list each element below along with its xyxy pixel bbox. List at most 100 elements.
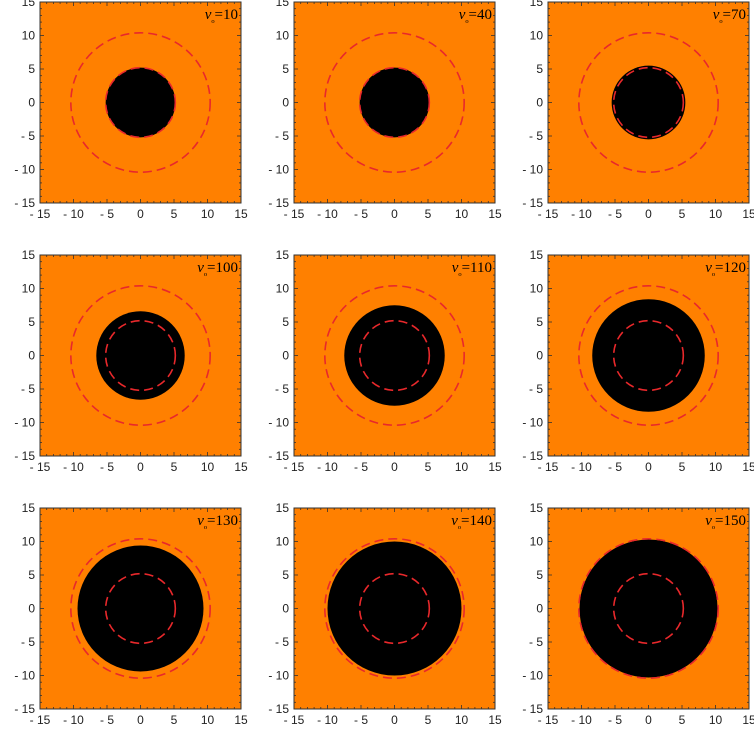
velocity-label: vₒ=150 (705, 513, 746, 531)
x-tick-label: 5 (171, 713, 178, 727)
reference-circle (324, 285, 465, 426)
reference-circle (612, 572, 685, 645)
x-tick-label: 10 (455, 460, 469, 474)
shadow-disk (359, 67, 430, 138)
x-tick-label: - 5 (354, 713, 368, 727)
plot-area (324, 285, 465, 426)
y-tick-label: 0 (282, 96, 289, 110)
y-tick-label: - 15 (14, 196, 35, 210)
x-tick-label: 5 (171, 207, 178, 221)
x-tick-label: 15 (488, 460, 502, 474)
y-tick-label: - 10 (14, 416, 35, 430)
plot-area (578, 538, 719, 679)
x-tick-label: 10 (709, 460, 723, 474)
y-tick-label: 15 (22, 0, 36, 9)
y-tick-label: - 5 (529, 382, 543, 396)
y-tick-label: - 10 (268, 669, 289, 683)
reference-circle (612, 319, 685, 392)
x-tick-label: 0 (391, 207, 398, 221)
y-tick-label: - 15 (268, 449, 289, 463)
shadow-panel: - 15 - 10 - 5 0 5 10 15 15 10 5 0 - 5 - 10 - 15 vₒ=120 (508, 248, 754, 499)
x-tick-label: - 15 (284, 207, 305, 221)
x-tick-label: - 15 (30, 460, 51, 474)
panel-plot: - 15 - 10 - 5 0 5 10 15 15 10 5 0 - 5 - 10 - 15 vₒ=100 (14, 248, 248, 474)
y-tick-label: - 15 (268, 196, 289, 210)
x-tick-label: 15 (742, 460, 754, 474)
x-tick-label: - 10 (63, 207, 84, 221)
x-tick-label: 0 (645, 713, 652, 727)
x-tick-label: - 15 (538, 460, 559, 474)
y-tick-label: - 15 (522, 449, 543, 463)
panel-plot: - 15 - 10 - 5 0 5 10 15 15 10 5 0 - 5 - 10 - 15 vₒ=110 (268, 248, 502, 474)
x-tick-label: - 5 (354, 460, 368, 474)
y-tick-label: - 5 (21, 129, 35, 143)
x-tick-label: - 15 (284, 713, 305, 727)
y-tick-label: 5 (28, 62, 35, 76)
y-tick-label: 15 (530, 0, 544, 9)
y-tick-label: 5 (28, 315, 35, 329)
panel-plot: - 15 - 10 - 5 0 5 10 15 15 10 5 0 - 5 - 10 - 15 vₒ=140 (268, 501, 502, 727)
x-tick-label: 0 (137, 713, 144, 727)
x-tick-label: - 10 (317, 460, 338, 474)
x-tick-label: 15 (234, 713, 248, 727)
reference-circle (104, 66, 177, 139)
y-tick-label: 10 (22, 29, 36, 43)
x-tick-label: - 15 (284, 460, 305, 474)
y-tick-label: - 10 (268, 416, 289, 430)
y-tick-label: 5 (282, 62, 289, 76)
reference-circle (324, 32, 465, 173)
reference-circle (578, 32, 719, 173)
x-tick-label: 0 (645, 207, 652, 221)
x-tick-label: - 10 (317, 207, 338, 221)
y-tick-label: 5 (536, 568, 543, 582)
panel-plot: - 15 - 10 - 5 0 5 10 15 15 10 5 0 - 5 - 10 - 15 vₒ=40 (268, 0, 502, 221)
x-tick-label: - 5 (100, 713, 114, 727)
x-tick-label: 15 (234, 460, 248, 474)
reference-circle (324, 538, 465, 679)
x-tick-label: - 10 (63, 460, 84, 474)
y-tick-label: 5 (536, 62, 543, 76)
reference-circle (104, 319, 177, 392)
y-tick-label: - 15 (268, 702, 289, 716)
shadow-disk (579, 539, 718, 678)
x-tick-label: - 10 (63, 713, 84, 727)
y-tick-label: 0 (536, 602, 543, 616)
x-tick-label: 5 (679, 207, 686, 221)
velocity-label: vₒ=70 (713, 7, 746, 25)
shadow-panel: - 15 - 10 - 5 0 5 10 15 15 10 5 0 - 5 - 10 - 15 vₒ=130 (0, 501, 254, 752)
shadow-disk (344, 305, 445, 406)
y-tick-label: - 5 (275, 635, 289, 649)
shadow-disk (611, 65, 686, 140)
y-tick-label: - 5 (529, 635, 543, 649)
y-tick-label: 15 (276, 501, 290, 515)
y-tick-label: 10 (530, 282, 544, 296)
reference-circle (358, 572, 431, 645)
x-tick-label: - 15 (538, 207, 559, 221)
y-tick-label: - 10 (522, 416, 543, 430)
plot-area (70, 32, 211, 173)
x-tick-label: 15 (234, 207, 248, 221)
x-tick-label: 5 (425, 460, 432, 474)
plot-area (70, 285, 211, 426)
plot-area (578, 285, 719, 426)
y-tick-label: 0 (28, 602, 35, 616)
reference-circle (70, 538, 211, 679)
shadow-panel: - 15 - 10 - 5 0 5 10 15 15 10 5 0 - 5 - 10 - 15 vₒ=70 (508, 0, 754, 246)
panel-plot: - 15 - 10 - 5 0 5 10 15 15 10 5 0 - 5 - 10 - 15 vₒ=120 (522, 248, 754, 474)
y-tick-label: - 5 (529, 129, 543, 143)
velocity-label: vₒ=100 (197, 260, 238, 278)
panel-plot: - 15 - 10 - 5 0 5 10 15 15 10 5 0 - 5 - 10 - 15 vₒ=10 (14, 0, 248, 221)
x-tick-label: 10 (201, 713, 215, 727)
x-tick-label: 15 (488, 713, 502, 727)
shadow-disk (96, 311, 185, 400)
shadow-disk (105, 67, 176, 138)
x-tick-label: - 5 (354, 207, 368, 221)
x-tick-label: 10 (201, 207, 215, 221)
y-tick-label: - 10 (14, 163, 35, 177)
y-tick-label: 10 (530, 535, 544, 549)
y-tick-label: 0 (282, 349, 289, 363)
shadow-disk (327, 541, 462, 676)
y-tick-label: 15 (276, 248, 290, 262)
y-tick-label: 0 (28, 349, 35, 363)
y-tick-label: 15 (22, 248, 36, 262)
